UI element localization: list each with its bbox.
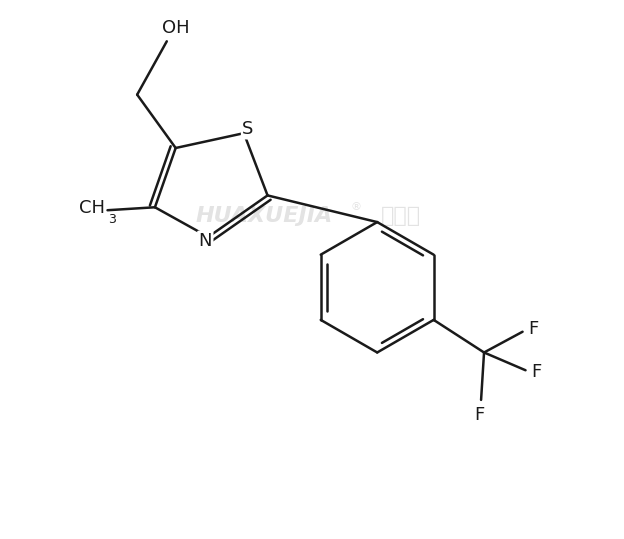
Text: ®: ® — [351, 202, 362, 212]
Text: HUAXUEJIA: HUAXUEJIA — [196, 206, 333, 226]
Text: F: F — [474, 406, 484, 424]
Text: 化学加: 化学加 — [381, 206, 421, 226]
Text: F: F — [528, 320, 539, 338]
Text: 3: 3 — [108, 212, 115, 226]
Text: OH: OH — [162, 19, 190, 37]
Text: CH: CH — [79, 199, 104, 217]
Text: S: S — [242, 120, 254, 138]
Text: F: F — [531, 363, 542, 381]
Text: N: N — [198, 232, 212, 250]
